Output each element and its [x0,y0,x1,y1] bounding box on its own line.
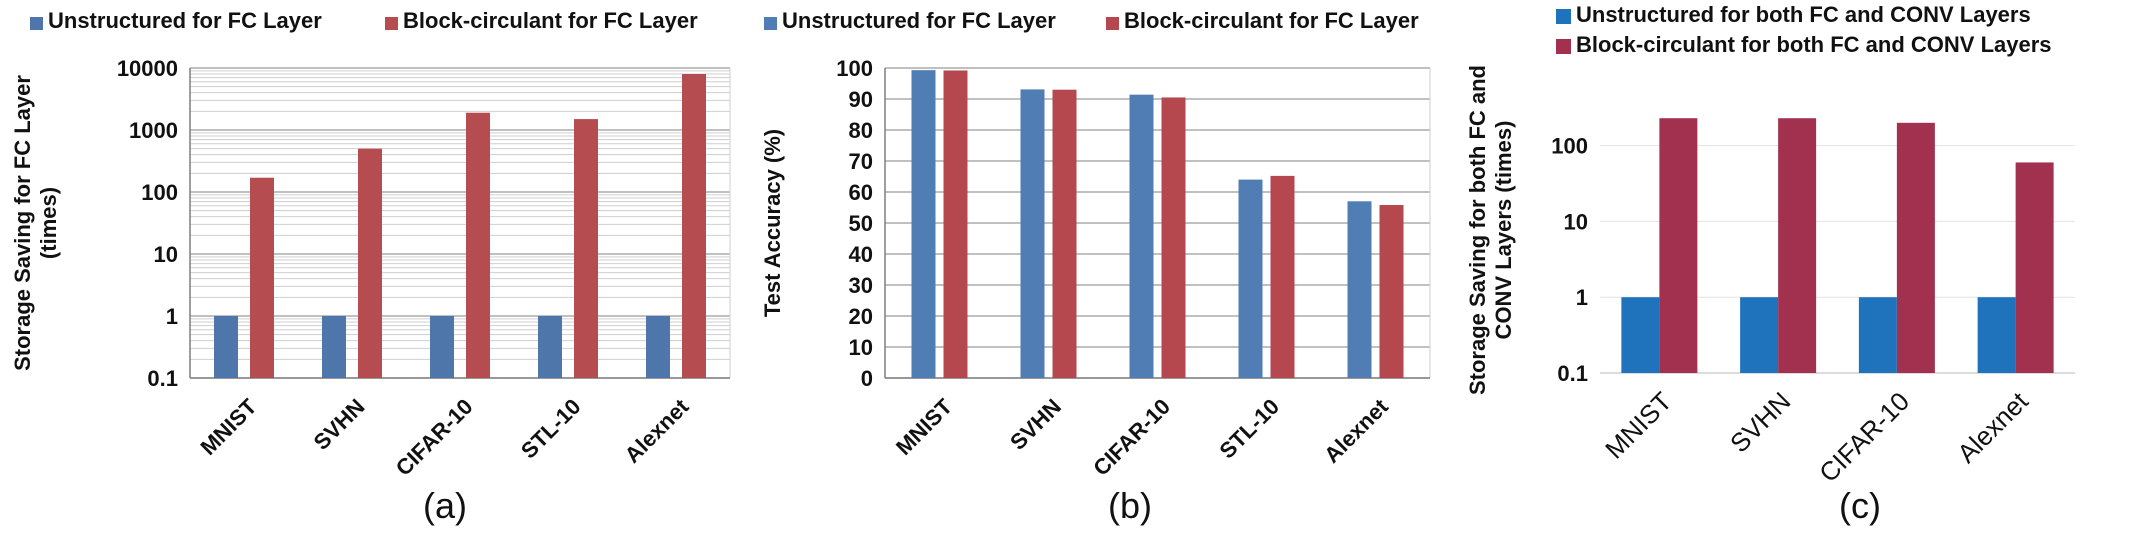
bar-unstructured-mnist [214,316,238,378]
legend-label-unstructured: Unstructured for FC Layer [48,8,322,33]
bar-block-circulant-svhn [1778,118,1817,373]
bar-unstructured-svhn [322,316,346,378]
x-category-label: CIFAR-10 [391,394,478,481]
bar-unstructured-svhn [1740,297,1779,373]
y-tick-label: 0.1 [147,366,178,391]
bar-unstructured-mnist [911,70,936,379]
bar-unstructured-cifar-10 [1129,94,1154,378]
bar-unstructured-stl-10 [1238,179,1263,378]
y-tick-label: 30 [849,273,873,298]
y-tick-label: 1 [1576,285,1588,310]
legend: Unstructured for both FC and CONV Layers… [1556,2,2052,57]
bar-block-circulant-svhn [358,148,382,378]
legend-swatch-block-circulant [1556,39,1571,54]
y-tick-label: 40 [849,242,873,267]
y-tick-label: 10 [1564,209,1588,234]
panel-label: (a) [423,485,467,526]
y-tick-label: 90 [849,87,873,112]
y-tick-label: 100 [836,56,873,81]
panel-label: (c) [1839,485,1881,526]
x-category-label: STL-10 [1214,394,1284,464]
x-category-label: Alexnet [1319,393,1393,467]
bar-unstructured-alexnet [1977,297,2016,373]
y-tick-label: 50 [849,211,873,236]
bars [214,74,706,379]
x-category-label: SVHN [1005,394,1066,455]
legend-label-block-circulant: Block-circulant for both FC and CONV Lay… [1576,32,2052,57]
bar-unstructured-stl-10 [538,316,562,378]
bar-block-circulant-stl-10 [574,119,598,379]
x-category-label: SVHN [309,394,370,455]
y-tick-label: 10 [154,242,178,267]
bar-block-circulant-cifar-10 [466,112,490,378]
y-tick-label: 10 [849,335,873,360]
chart-panel-1: 0.1 1 10 100 1000 10000 MNIST SVHN CIFAR-10 STL-1… [10,8,731,526]
bar-block-circulant-cifar-10 [1161,97,1186,378]
x-category-label: Alexnet [620,393,694,467]
bar-unstructured-cifar-10 [1858,297,1897,373]
bar-block-circulant-mnist [943,70,968,378]
bar-block-circulant-alexnet [2015,162,2054,373]
y-tick-label: 80 [849,118,873,143]
y-axis-label: Test Accuracy (%) [760,129,785,317]
y-tick-label: 0.1 [1557,361,1588,386]
y-tick-label: 10000 [117,56,178,81]
bar-block-circulant-svhn [1052,89,1077,378]
legend-label-unstructured: Unstructured for both FC and CONV Layers [1576,2,2031,27]
legend-swatch-unstructured [1556,9,1571,24]
legend: Unstructured for FC Layer Block-circulant… [30,8,698,33]
bar-block-circulant-alexnet [1379,205,1404,378]
legend-label-block-circulant: Block-circulant for FC Layer [403,8,698,33]
x-category-label: MNIST [1599,386,1677,464]
y-tick-label: 20 [849,304,873,329]
bar-block-circulant-mnist [1659,118,1698,373]
y-axis-label: (times) [36,187,61,259]
legend-label-block-circulant: Block-circulant for FC Layer [1124,8,1419,33]
legend-swatch-unstructured [30,17,43,30]
y-axis-label: Storage Saving for both FC and [1465,65,1490,395]
y-tick-label: 1 [166,304,178,329]
bar-unstructured-svhn [1020,89,1045,378]
legend-swatch-block-circulant [385,17,398,30]
chart-panel-3: 0.1 1 10 100 MNIST SVHN CIFAR-10 Alexnet Storage… [1465,2,2075,526]
bars [1621,118,2054,373]
bar-unstructured-cifar-10 [430,316,454,378]
y-tick-label: 100 [141,180,178,205]
bar-unstructured-alexnet [1347,201,1372,378]
x-category-label: STL-10 [516,394,586,464]
legend-swatch-block-circulant [1106,17,1119,30]
y-tick-label: 1000 [129,118,178,143]
chart-panel-2: 0 10 20 30 40 50 60 70 80 90 100 MNIST SVHN CIFAR-10 S… [760,8,1431,526]
bar-unstructured-alexnet [646,316,670,378]
bars [911,70,1404,379]
y-tick-label: 0 [861,366,873,391]
x-category-label: MNIST [891,393,957,459]
legend: Unstructured for FC Layer Block-circulant… [764,8,1419,33]
bar-block-circulant-mnist [250,177,274,378]
y-axis-label: Storage Saving for FC Layer [10,75,35,371]
panel-label: (b) [1108,485,1152,526]
x-category-label: CIFAR-10 [1088,394,1175,481]
x-category-label: MNIST [195,393,261,459]
y-tick-label: 60 [849,180,873,205]
legend-swatch-unstructured [764,17,777,30]
y-tick-label: 100 [1551,134,1588,159]
x-category-label: Alexnet [1951,385,2034,468]
y-tick-label: 70 [849,149,873,174]
gridlines [190,67,730,379]
x-category-label: SVHN [1724,386,1796,458]
bar-block-circulant-stl-10 [1270,175,1295,378]
y-axis-label: CONV Layers (times) [1491,121,1516,340]
bar-block-circulant-alexnet [682,74,706,378]
bar-unstructured-mnist [1621,297,1660,373]
x-category-label: CIFAR-10 [1813,386,1915,488]
legend-label-unstructured: Unstructured for FC Layer [782,8,1056,33]
bar-block-circulant-cifar-10 [1896,122,1935,373]
